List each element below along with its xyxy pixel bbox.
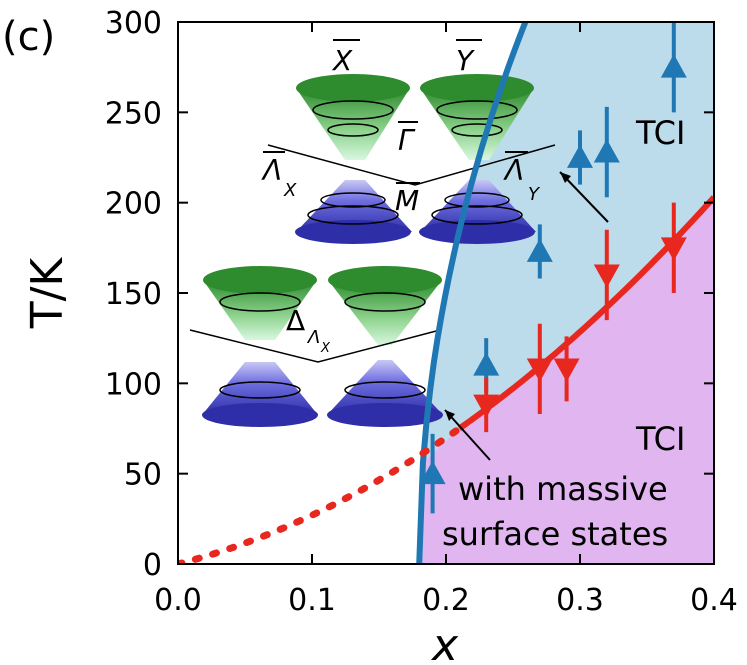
y-tick-label: 200	[105, 187, 162, 222]
cone-xbar	[295, 74, 412, 244]
mbar-label: M	[395, 184, 419, 217]
x-tick-label: 0.3	[556, 583, 604, 618]
delta-label: Δ	[286, 304, 305, 337]
marker-triangle	[593, 139, 620, 163]
delta-subsub: X	[320, 341, 331, 356]
panel-label: (c)	[2, 14, 55, 60]
lambda-y-sub: Y	[528, 184, 541, 205]
y-tick-label: 300	[105, 6, 162, 41]
marker-triangle	[526, 238, 553, 262]
red-triangle-point	[593, 229, 620, 321]
marker-triangle	[660, 54, 687, 78]
marker-triangle	[473, 394, 500, 419]
x-axis-title: x	[430, 620, 459, 665]
lambda-x-label: Λ	[261, 154, 282, 187]
x-tick-label: 0.1	[288, 583, 336, 618]
red-triangle-point	[473, 377, 500, 433]
x-tick-label: 0.0	[154, 583, 202, 618]
lambda-y-label: Λ	[503, 154, 524, 187]
tci-upper-label: TCI	[635, 114, 685, 152]
massive-label-line2: surface states	[442, 515, 668, 553]
marker-triangle	[567, 144, 593, 168]
red-triangle-point	[660, 202, 687, 293]
band-structure-inset: X Y Γ Λ X M Λ Y Δ Λ X	[189, 39, 556, 427]
massive-label-line1: with massive	[458, 470, 668, 508]
upper-boundary-fit	[416, 22, 529, 564]
tci-lower-label: TCI	[635, 420, 685, 458]
y-tick-label: 150	[105, 277, 162, 312]
cone-gapped-right	[327, 266, 443, 427]
marker-triangle	[419, 460, 446, 485]
red-triangle-point	[553, 336, 580, 402]
y-tick-label: 50	[124, 458, 162, 493]
cone-gapped-left	[202, 266, 318, 427]
y-tick-label: 250	[105, 96, 162, 131]
x-tick-label: 0.2	[422, 583, 470, 618]
gamma-label: Γ	[398, 124, 416, 157]
annotation-arrows	[444, 171, 609, 461]
lower-boundary-extrapolation	[178, 425, 463, 564]
x-tick-label: 0.4	[690, 583, 738, 618]
marker-triangle	[593, 264, 620, 288]
lambda-x-sub: X	[283, 180, 297, 201]
y-axis-title: T/K	[22, 257, 73, 330]
bz-path-upper	[267, 144, 556, 186]
blue-triangle-point	[419, 433, 446, 514]
blue-triangle-point	[660, 22, 687, 113]
xbar-label: X	[331, 44, 353, 77]
marker-triangle	[526, 358, 553, 382]
tci-region-fill	[419, 22, 714, 564]
y-tick-label: 0	[143, 548, 162, 583]
marker-triangle	[473, 352, 500, 376]
bz-path-lower	[189, 329, 441, 363]
blue-triangle-point	[526, 224, 553, 279]
y-tick-label: 100	[105, 367, 162, 402]
marker-triangle	[553, 358, 580, 382]
red-triangle-point	[526, 323, 553, 415]
marker-triangle	[660, 237, 687, 261]
ybar-label: Y	[456, 44, 475, 77]
blue-triangle-point	[567, 130, 593, 185]
blue-triangle-point	[593, 106, 620, 198]
delta-sub: Λ	[306, 327, 320, 348]
